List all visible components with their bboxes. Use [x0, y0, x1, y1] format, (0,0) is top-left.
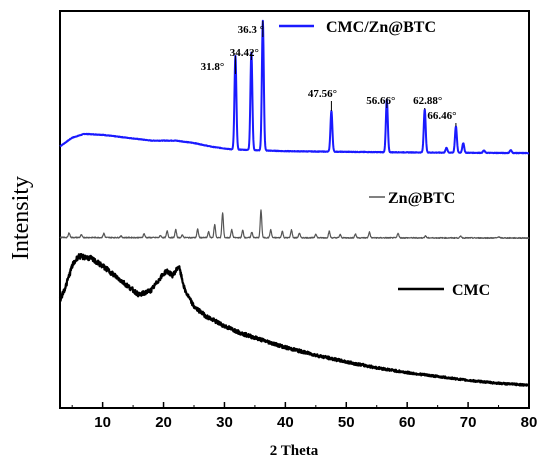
peak-label: 62.88°	[413, 95, 442, 107]
x-tick-label-80: 80	[521, 414, 538, 431]
peak-label: 36.3 °	[238, 24, 264, 36]
peak-annotations: 31.8° 34.42° 36.3 ° 47.56° 56.66° 62.88° 66.46…	[201, 20, 456, 127]
peak-label: 47.56°	[308, 88, 337, 100]
legend-label-cmc: CMC	[452, 282, 490, 299]
plot-area	[58, 19, 530, 387]
x-tick-label-60: 60	[399, 414, 416, 431]
series-line-cmc	[58, 253, 530, 387]
x-tick-label-20: 20	[155, 414, 172, 431]
x-tick-label-70: 70	[460, 414, 477, 431]
legend-label-cmc-zn-btc: CMC/Zn@BTC	[326, 19, 436, 36]
series-line-cmc-zn-btc	[59, 19, 530, 155]
plot-frame	[59, 10, 530, 409]
series-line-zn-btc	[59, 209, 530, 240]
legend-label-zn-btc: Zn@BTC	[388, 190, 455, 207]
x-axis: 10 20 30 40 50 60 70 80	[71, 402, 538, 431]
x-tick-label-10: 10	[94, 414, 111, 431]
x-tick-label-30: 30	[216, 414, 233, 431]
peak-label: 34.42°	[230, 47, 259, 59]
peak-label: 56.66°	[366, 95, 395, 107]
x-tick-label-40: 40	[277, 414, 294, 431]
peak-label: 66.46°	[427, 110, 456, 122]
y-axis-title: Intensity	[8, 176, 34, 260]
legend: CMC/Zn@BTC Zn@BTC CMC	[279, 19, 490, 299]
x-axis-title: 2 Theta	[270, 443, 319, 459]
peak-label: 31.8°	[201, 61, 225, 73]
x-tick-label-50: 50	[338, 414, 355, 431]
